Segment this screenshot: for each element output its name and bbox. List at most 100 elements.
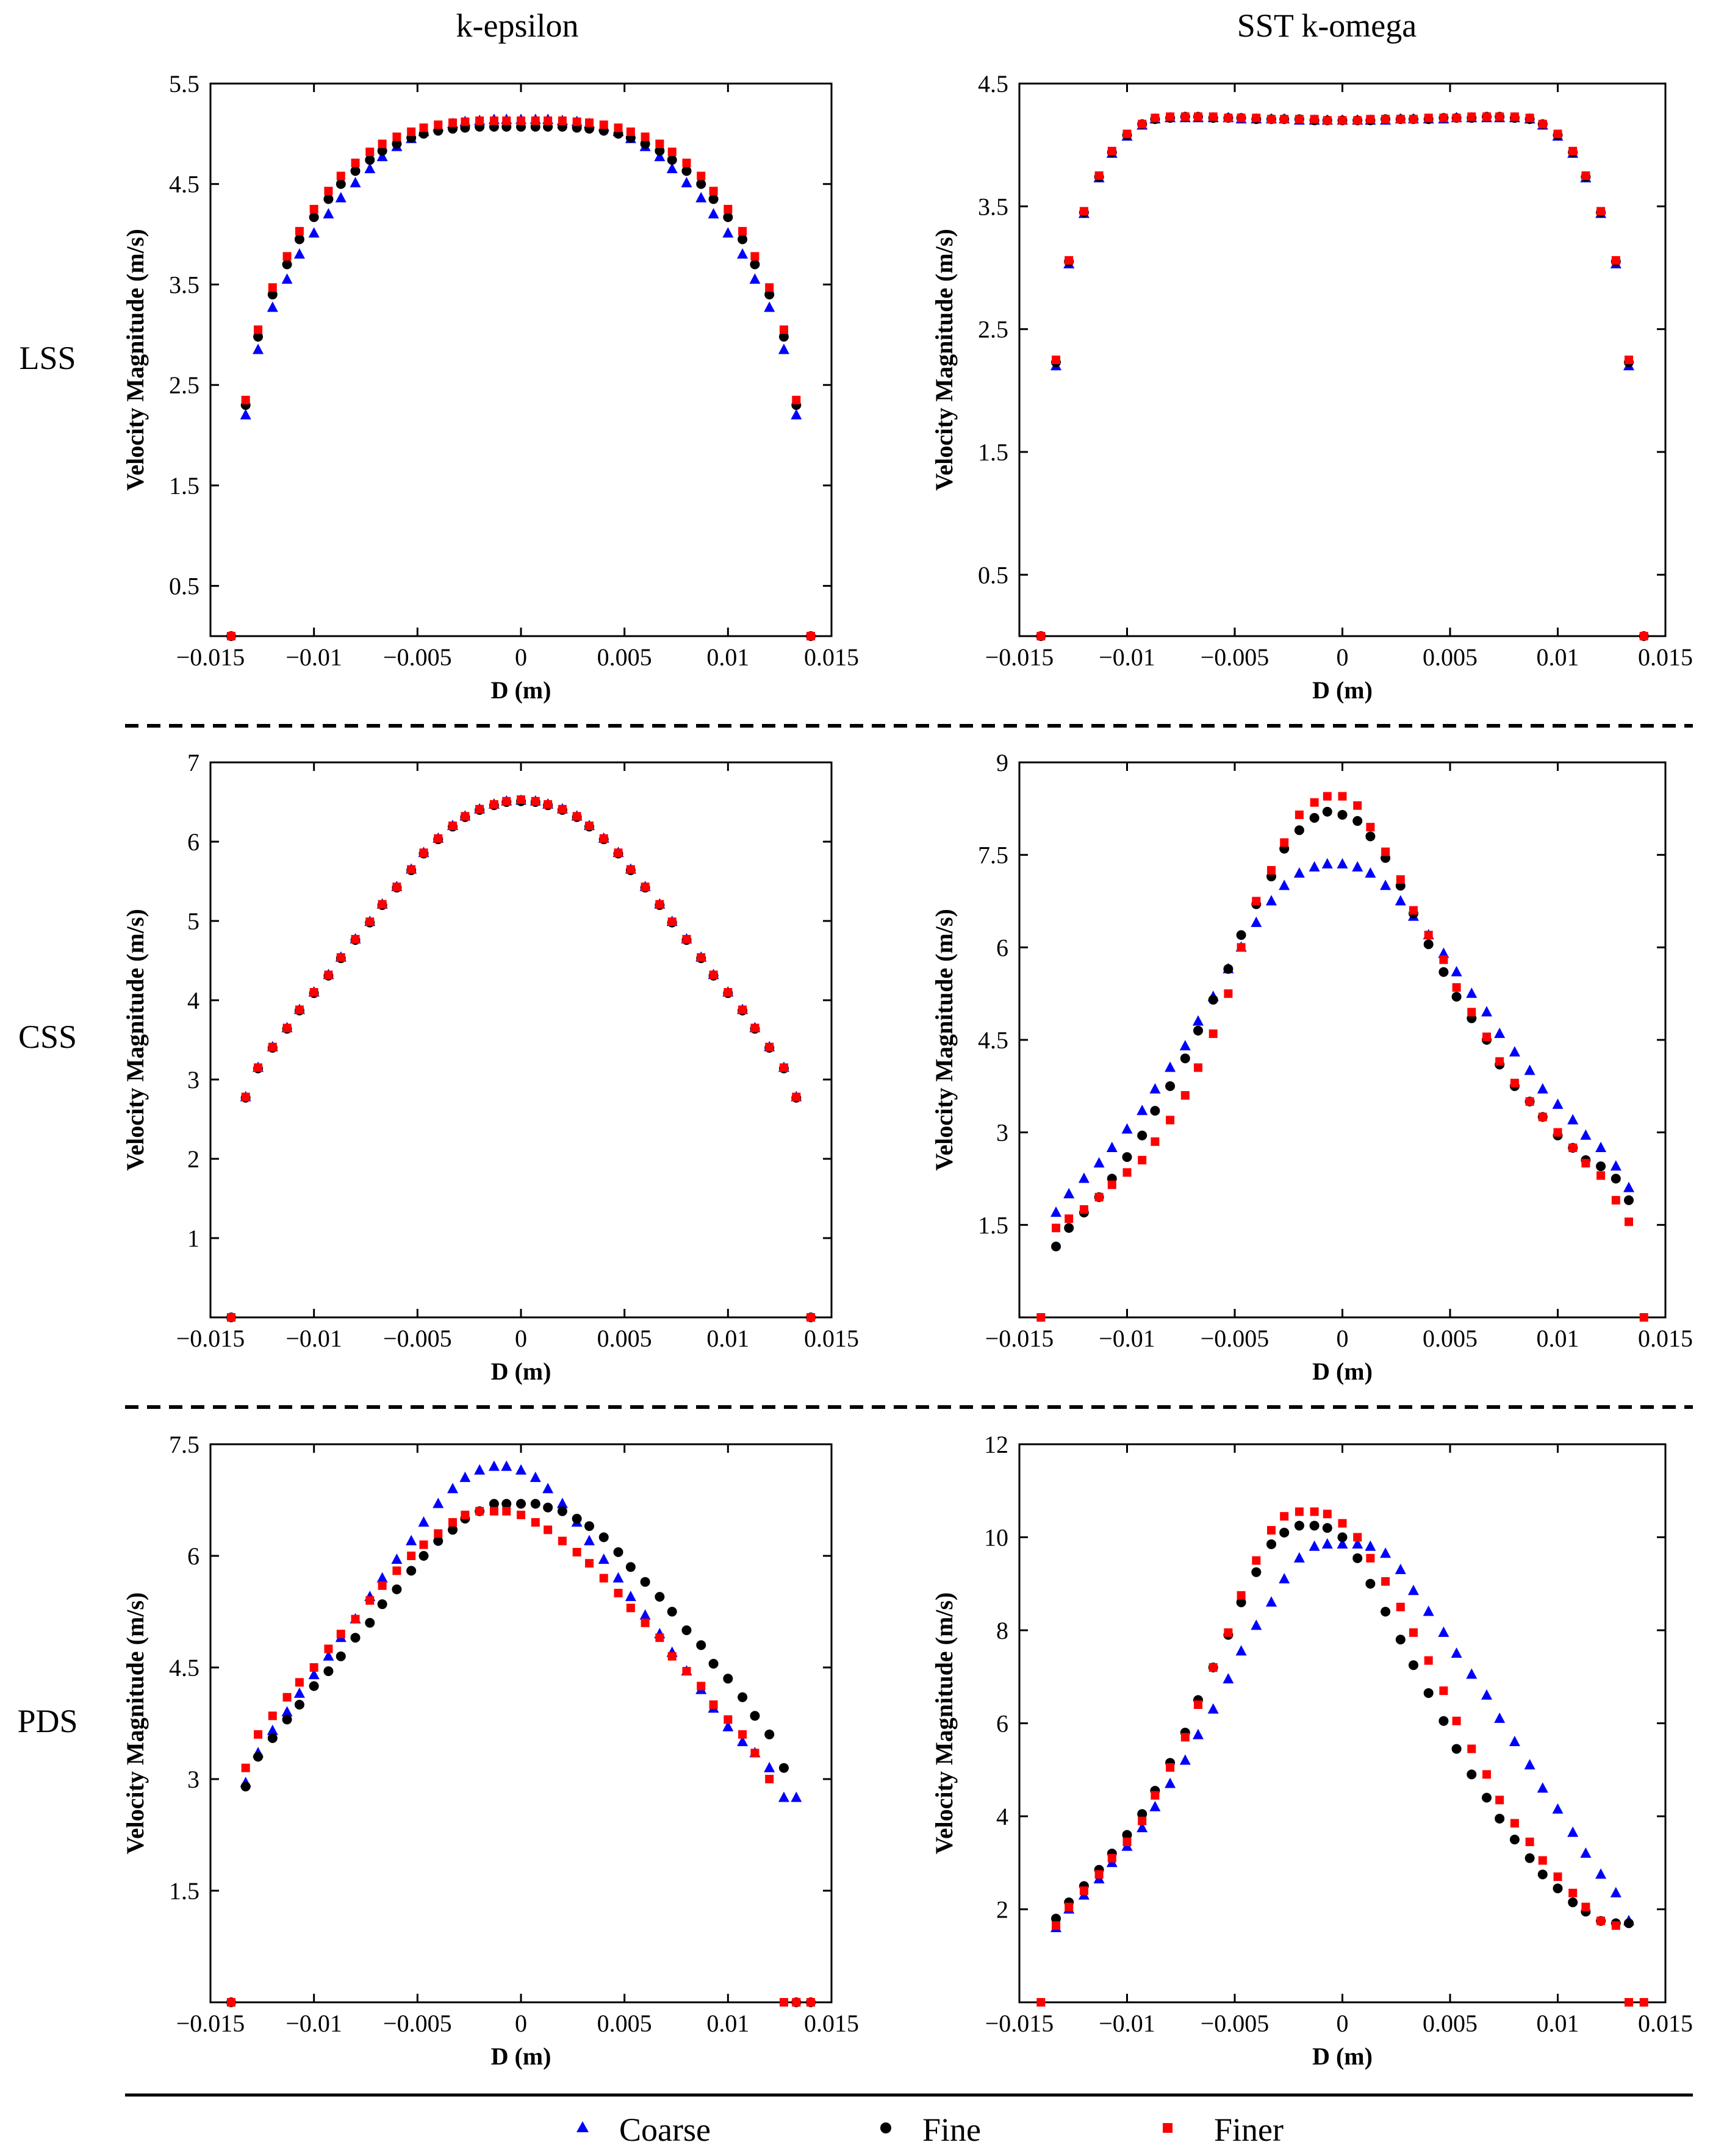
point-fine: [448, 1525, 458, 1535]
point-finer: [626, 1603, 635, 1613]
point-coarse: [1552, 1098, 1564, 1109]
point-finer: [655, 139, 664, 148]
x-axis-label: D (m): [491, 1358, 551, 1385]
y-tick-label: 7.5: [169, 1431, 199, 1458]
point-coarse: [556, 1497, 568, 1508]
x-tick-label: −0.015: [176, 643, 245, 671]
point-coarse: [1279, 1573, 1290, 1584]
point-finer: [1280, 1512, 1289, 1521]
point-coarse: [323, 1650, 334, 1661]
point-coarse: [1537, 1782, 1548, 1793]
point-fine: [1208, 995, 1218, 1005]
x-tick-label: 0.015: [1638, 1325, 1693, 1352]
point-coarse: [1251, 1619, 1262, 1630]
point-finer: [724, 204, 733, 213]
point-finer: [1495, 1796, 1504, 1805]
point-fine: [738, 234, 748, 245]
y-tick-label: 0.5: [169, 573, 199, 600]
y-tick-label: 2.5: [978, 316, 1008, 343]
series-coarse: [1050, 1538, 1634, 1932]
point-finer: [351, 934, 360, 944]
point-coarse: [598, 1553, 609, 1564]
point-fine: [584, 1521, 594, 1531]
point-finer: [1295, 115, 1304, 124]
x-tick-label: 0.015: [1638, 2010, 1693, 2037]
plot-frame: [1018, 82, 1667, 637]
panel-lss-k-epsilon: −0.015 −0.01 −0.005 0 0.005 0.01 0.015 0.5 1.5 2.…: [121, 70, 859, 704]
point-fine: [253, 332, 264, 342]
point-finer: [1079, 1205, 1088, 1214]
point-coarse: [267, 301, 278, 312]
row-label-lss: LSS: [19, 340, 76, 376]
point-finer: [434, 834, 443, 843]
series-coarse: [240, 1460, 802, 1802]
x-tick-label: 0.015: [804, 1325, 859, 1352]
series-finer: [1036, 792, 1648, 1322]
series-coarse: [240, 794, 802, 1101]
x-tick-label: 0.005: [597, 643, 652, 671]
point-finer: [241, 1763, 250, 1772]
point-finer: [1107, 1180, 1116, 1189]
point-finer: [434, 1529, 443, 1538]
point-finer: [392, 883, 401, 892]
point-finer: [682, 934, 691, 944]
point-finer: [1193, 112, 1202, 121]
point-finer: [448, 1518, 458, 1527]
point-fine: [253, 1752, 264, 1762]
point-fine: [764, 289, 775, 299]
point-finer: [667, 917, 677, 926]
point-finer: [1538, 1112, 1547, 1122]
point-coarse: [542, 1483, 554, 1494]
point-finer: [489, 800, 498, 809]
point-fine: [750, 259, 760, 270]
x-axis-label: D (m): [491, 2043, 551, 2070]
point-finer: [1180, 112, 1190, 121]
point-finer: [1424, 113, 1433, 123]
point-coarse: [530, 1471, 541, 1482]
point-finer: [1052, 1921, 1061, 1930]
point-finer: [614, 123, 623, 132]
point-finer: [1624, 1217, 1633, 1227]
point-finer: [1107, 1853, 1116, 1863]
point-finer: [268, 1711, 277, 1721]
panel-pds-k-epsilon: −0.015 −0.01 −0.005 0 0.005 0.01 0.015 1.5 3 4.5 6…: [121, 1431, 859, 2070]
point-finer: [324, 1644, 333, 1653]
point-finer: [626, 865, 635, 874]
point-finer: [655, 1633, 664, 1642]
legend-label-finer: Finer: [1214, 2111, 1284, 2148]
point-finer: [641, 1618, 650, 1627]
point-finer: [1237, 1591, 1246, 1600]
point-coarse: [1451, 965, 1462, 976]
y-tick-label: 4.5: [169, 1654, 199, 1681]
point-finer: [309, 1663, 318, 1672]
point-finer: [806, 1313, 816, 1322]
point-finer: [309, 204, 318, 213]
point-finer: [1151, 1791, 1160, 1800]
point-finer: [1353, 1533, 1362, 1542]
series-fine: [1051, 1520, 1634, 1929]
point-fine: [738, 1692, 748, 1702]
point-finer: [750, 1749, 760, 1758]
legend-marker-fine: [880, 2122, 891, 2133]
point-fine: [1051, 1241, 1061, 1252]
x-tick-label: 0.01: [1537, 643, 1579, 671]
x-tick-label: 0.015: [804, 2010, 859, 2037]
point-fine: [557, 1506, 567, 1516]
point-coarse: [1137, 1105, 1148, 1116]
point-finer: [434, 120, 443, 129]
point-coarse: [1192, 1015, 1204, 1026]
point-coarse: [1050, 1206, 1062, 1217]
point-finer: [489, 1506, 498, 1516]
point-finer: [1323, 116, 1332, 125]
x-tick-label: −0.015: [985, 2010, 1054, 2037]
point-finer: [254, 1063, 263, 1072]
point-fine: [240, 1782, 251, 1792]
x-tick-label: −0.005: [1201, 2010, 1269, 2037]
y-tick-label: 6: [187, 1542, 199, 1570]
point-finer: [544, 800, 553, 809]
point-fine: [309, 212, 319, 223]
point-coarse: [1121, 1123, 1133, 1134]
x-tick-label: −0.005: [1201, 1325, 1269, 1352]
x-tick-label: 0.015: [804, 643, 859, 671]
point-coarse: [791, 409, 802, 420]
